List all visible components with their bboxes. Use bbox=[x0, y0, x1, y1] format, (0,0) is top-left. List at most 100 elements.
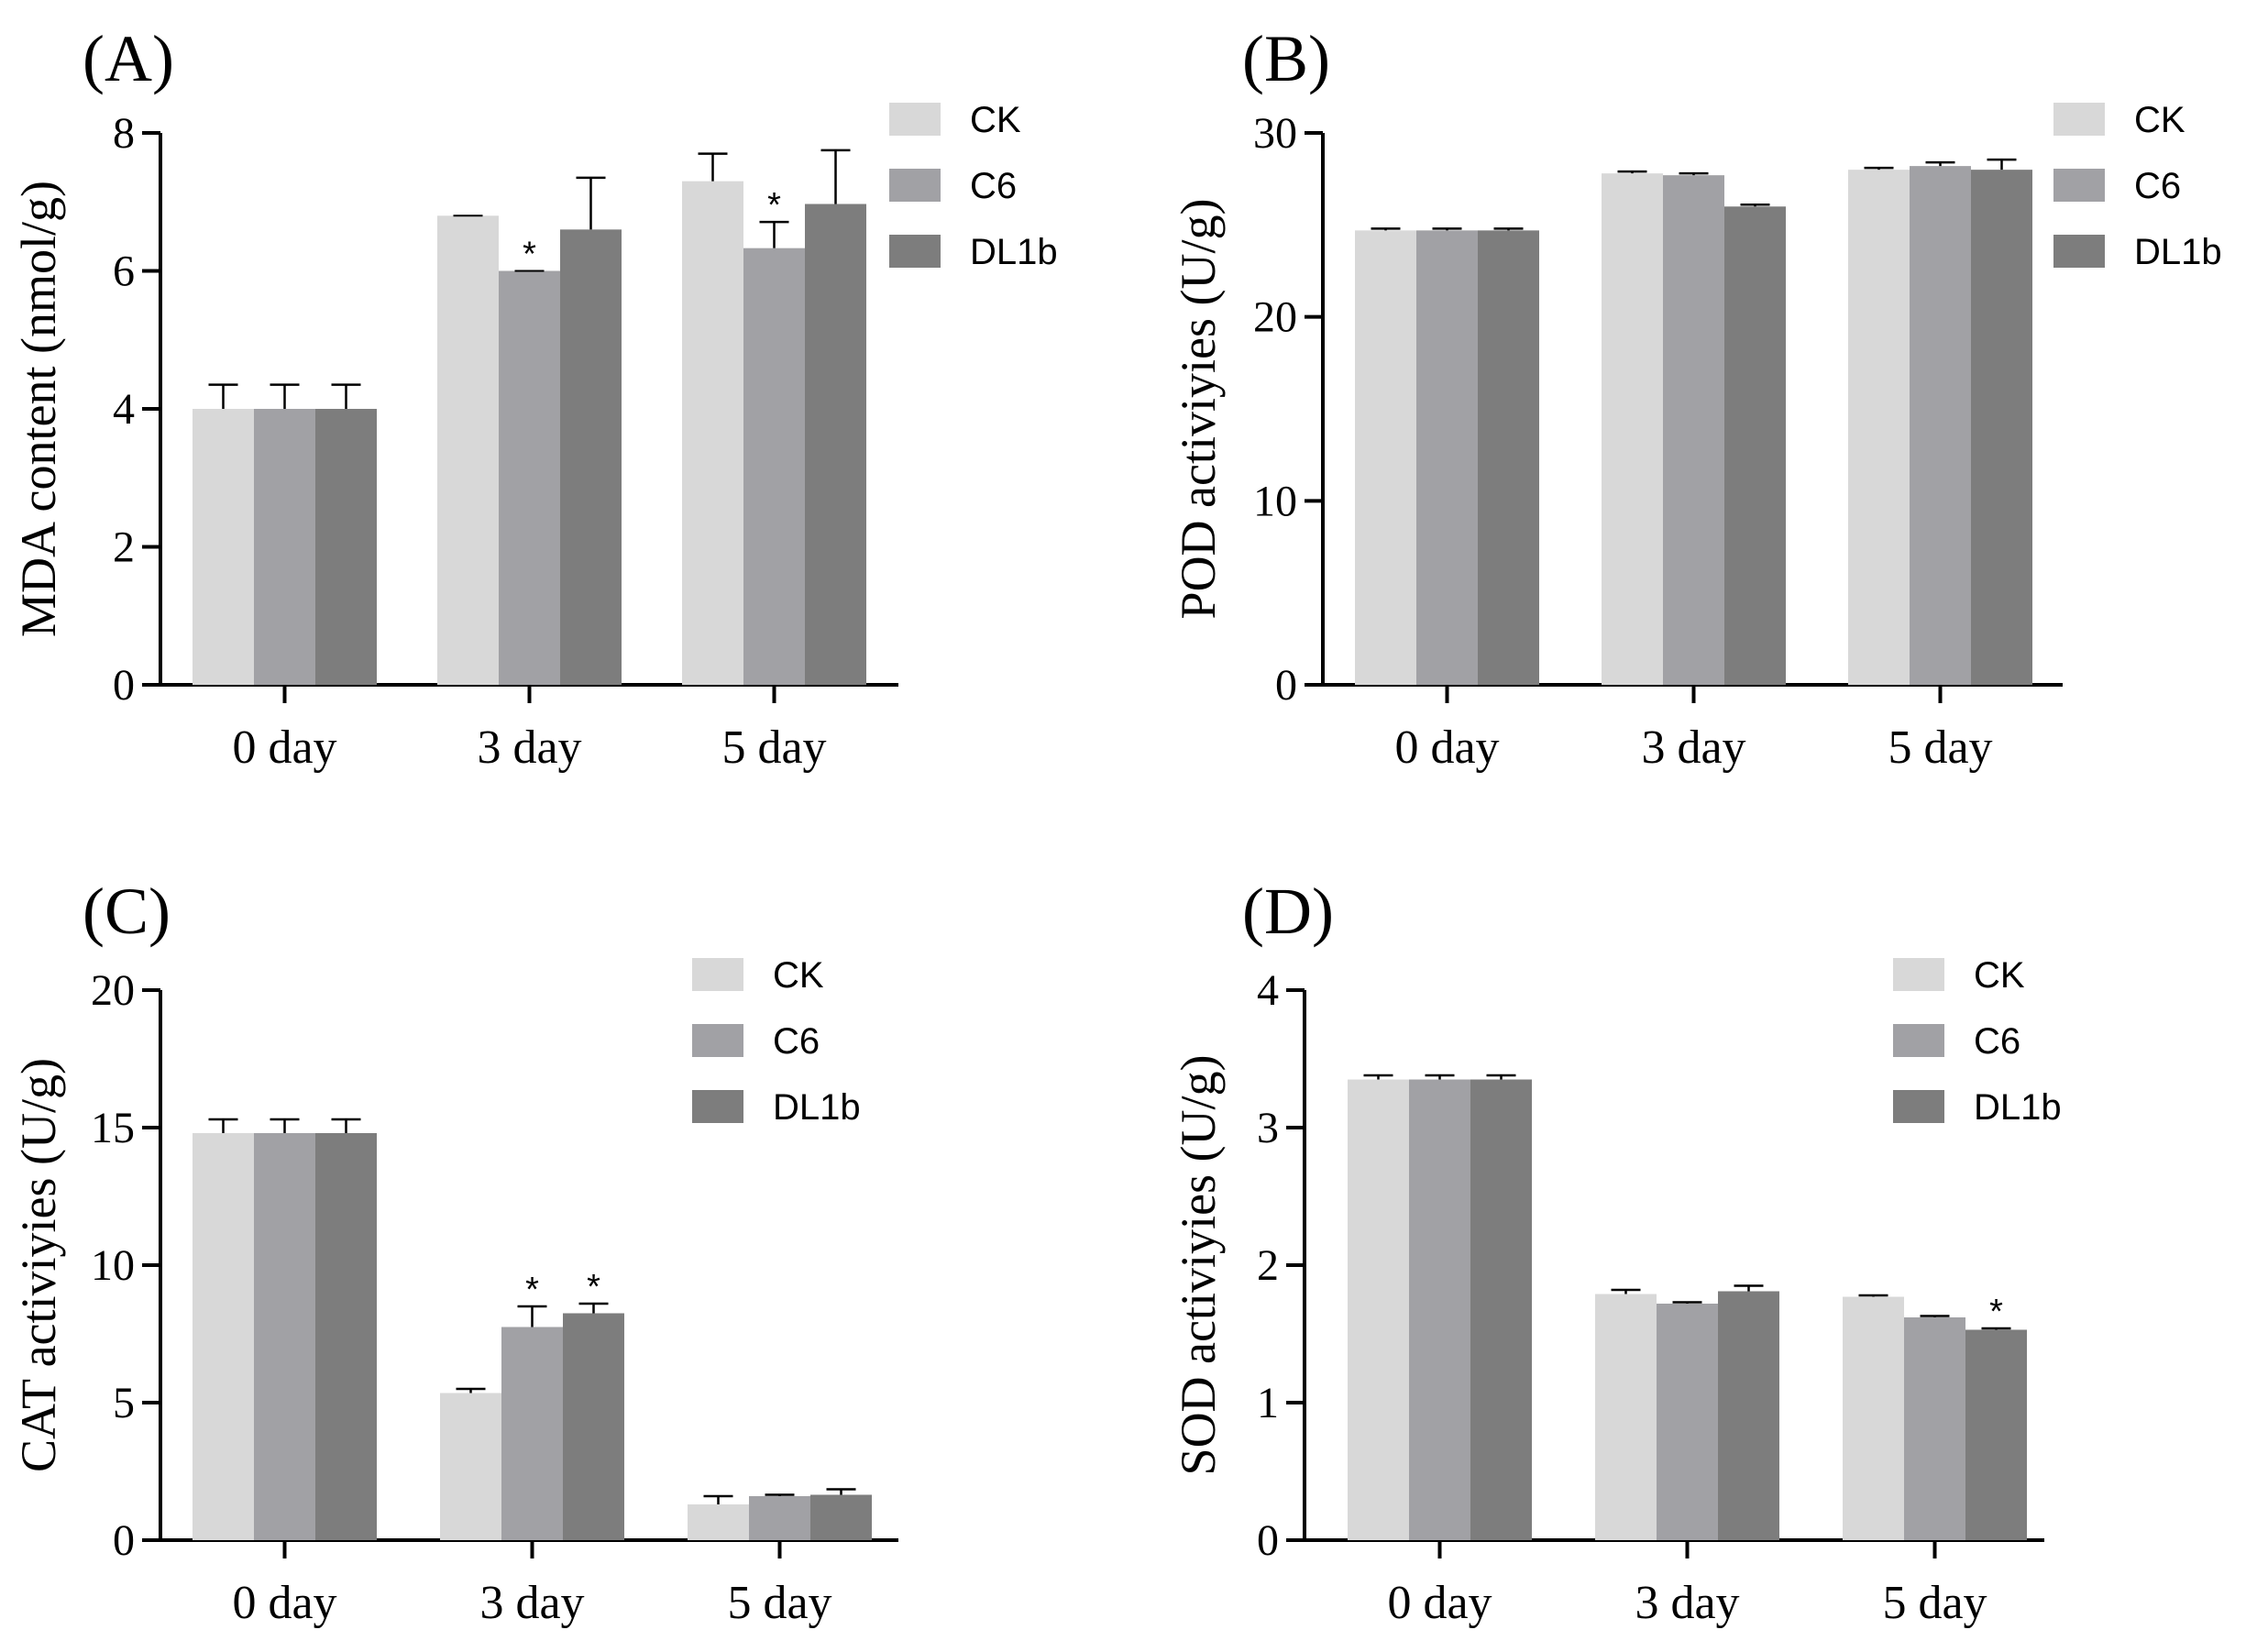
bar-ck-0 bbox=[1348, 1079, 1409, 1540]
legend-swatch-ck bbox=[692, 958, 743, 991]
bar-c6-1 bbox=[1663, 175, 1724, 686]
legend-swatch-c6 bbox=[692, 1024, 743, 1057]
bar-c6-2 bbox=[743, 248, 805, 685]
significance-marker: * bbox=[1989, 1293, 2003, 1331]
legend-label: DL1b bbox=[2134, 232, 2222, 272]
y-tick-label: 0 bbox=[1275, 661, 1297, 710]
y-tick-label: 10 bbox=[1253, 477, 1297, 525]
bar-c6-0 bbox=[1416, 230, 1478, 685]
x-tick-label: 3 day bbox=[1641, 721, 1745, 774]
chart-panel-2: (C) CAT activiyies (U/g) 0 5 10 15 20 0 day * * 3 … bbox=[11, 875, 898, 1629]
bar-c6-0 bbox=[1409, 1079, 1470, 1540]
y-tick-label: 0 bbox=[1257, 1516, 1279, 1565]
legend-label: C6 bbox=[773, 1021, 820, 1062]
bar-ck-1 bbox=[1595, 1294, 1657, 1540]
x-tick-label: 0 day bbox=[232, 1577, 336, 1629]
y-axis-title: MDA content (nmol/g) bbox=[11, 181, 66, 637]
panel-label: (C) bbox=[83, 875, 171, 948]
bar-dl1b-2 bbox=[1971, 170, 2032, 686]
bar-c6-1 bbox=[499, 270, 560, 685]
y-tick-label: 4 bbox=[113, 385, 135, 434]
legend-swatch-dl1b bbox=[2053, 235, 2105, 268]
bar-c6-1 bbox=[501, 1327, 563, 1540]
legend-swatch-ck bbox=[889, 103, 941, 136]
legend-label: C6 bbox=[970, 166, 1017, 206]
bar-dl1b-1 bbox=[560, 229, 622, 685]
legend-swatch-ck bbox=[2053, 103, 2105, 136]
legend-label: CK bbox=[970, 100, 1021, 140]
bar-dl1b-2 bbox=[1965, 1329, 2027, 1540]
panel-label: (A) bbox=[83, 22, 174, 95]
x-tick-label: 3 day bbox=[479, 1577, 584, 1629]
y-tick-label: 8 bbox=[113, 109, 135, 158]
bar-ck-2 bbox=[1848, 170, 1910, 686]
bar-ck-0 bbox=[193, 409, 254, 685]
bar-ck-1 bbox=[440, 1393, 501, 1540]
x-tick-label: 5 day bbox=[1888, 721, 1992, 774]
bar-ck-2 bbox=[682, 181, 743, 686]
chart-panel-0: (A) MDA content (nmol/g) 0 2 4 6 8 0 day * 3 day *… bbox=[11, 22, 1058, 774]
y-tick-label: 2 bbox=[113, 523, 135, 572]
bar-dl1b-1 bbox=[1724, 206, 1786, 685]
x-tick-label: 3 day bbox=[1635, 1577, 1739, 1629]
legend-swatch-dl1b bbox=[692, 1090, 743, 1123]
legend-swatch-dl1b bbox=[889, 235, 941, 268]
legend-label: CK bbox=[2134, 100, 2185, 140]
legend-swatch-c6 bbox=[2053, 169, 2105, 202]
x-tick-label: 5 day bbox=[721, 721, 826, 774]
bar-ck-2 bbox=[688, 1504, 749, 1540]
y-tick-label: 1 bbox=[1257, 1379, 1279, 1427]
y-tick-label: 30 bbox=[1253, 109, 1297, 158]
legend-label: DL1b bbox=[773, 1087, 861, 1128]
legend-label: CK bbox=[1974, 955, 2025, 996]
y-tick-label: 20 bbox=[91, 966, 135, 1015]
bar-ck-2 bbox=[1843, 1296, 1904, 1540]
legend-swatch-c6 bbox=[889, 169, 941, 202]
panel-label: (B) bbox=[1242, 22, 1330, 95]
bar-dl1b-0 bbox=[1478, 230, 1539, 685]
y-tick-label: 3 bbox=[1257, 1104, 1279, 1152]
bar-dl1b-1 bbox=[563, 1313, 624, 1540]
y-tick-label: 5 bbox=[113, 1379, 135, 1427]
y-tick-label: 15 bbox=[91, 1104, 135, 1152]
bar-c6-2 bbox=[749, 1496, 810, 1540]
chart-panel-3: (D) SOD activiyies (U/g) 0 1 2 3 4 0 day 3 day * 5… bbox=[1171, 875, 2062, 1629]
y-axis-title: SOD activiyies (U/g) bbox=[1171, 1055, 1226, 1476]
bar-dl1b-0 bbox=[1470, 1079, 1532, 1540]
significance-marker: * bbox=[523, 236, 536, 274]
bar-c6-0 bbox=[254, 1133, 315, 1540]
y-tick-label: 0 bbox=[113, 661, 135, 710]
bar-dl1b-2 bbox=[805, 204, 866, 685]
bar-ck-0 bbox=[193, 1133, 254, 1540]
legend-label: DL1b bbox=[970, 232, 1058, 272]
y-tick-label: 6 bbox=[113, 248, 135, 296]
significance-marker: * bbox=[767, 186, 781, 225]
bar-c6-0 bbox=[254, 409, 315, 685]
chart-panel-1: (B) POD activiyies (U/g) 0 10 20 30 0 day 3 day… bbox=[1171, 22, 2222, 774]
y-tick-label: 4 bbox=[1257, 966, 1279, 1015]
legend-swatch-ck bbox=[1893, 958, 1944, 991]
bar-dl1b-1 bbox=[1718, 1291, 1779, 1540]
x-tick-label: 0 day bbox=[1387, 1577, 1492, 1629]
bar-dl1b-2 bbox=[810, 1494, 872, 1540]
y-tick-label: 2 bbox=[1257, 1241, 1279, 1290]
legend-label: C6 bbox=[2134, 166, 2181, 206]
x-tick-label: 5 day bbox=[1882, 1577, 1987, 1629]
bar-c6-1 bbox=[1657, 1304, 1718, 1540]
bar-dl1b-0 bbox=[315, 1133, 377, 1540]
x-tick-label: 0 day bbox=[1394, 721, 1499, 774]
x-tick-label: 3 day bbox=[477, 721, 581, 774]
x-tick-label: 5 day bbox=[727, 1577, 831, 1629]
significance-marker: * bbox=[525, 1271, 539, 1309]
bar-ck-1 bbox=[437, 215, 499, 686]
bar-dl1b-0 bbox=[315, 409, 377, 685]
y-tick-label: 10 bbox=[91, 1241, 135, 1290]
y-tick-label: 0 bbox=[113, 1516, 135, 1565]
legend-label: C6 bbox=[1974, 1021, 2020, 1062]
legend-label: DL1b bbox=[1974, 1087, 2062, 1128]
legend-swatch-c6 bbox=[1893, 1024, 1944, 1057]
legend-swatch-dl1b bbox=[1893, 1090, 1944, 1123]
x-tick-label: 0 day bbox=[232, 721, 336, 774]
y-axis-title: POD activiyies (U/g) bbox=[1171, 199, 1226, 620]
